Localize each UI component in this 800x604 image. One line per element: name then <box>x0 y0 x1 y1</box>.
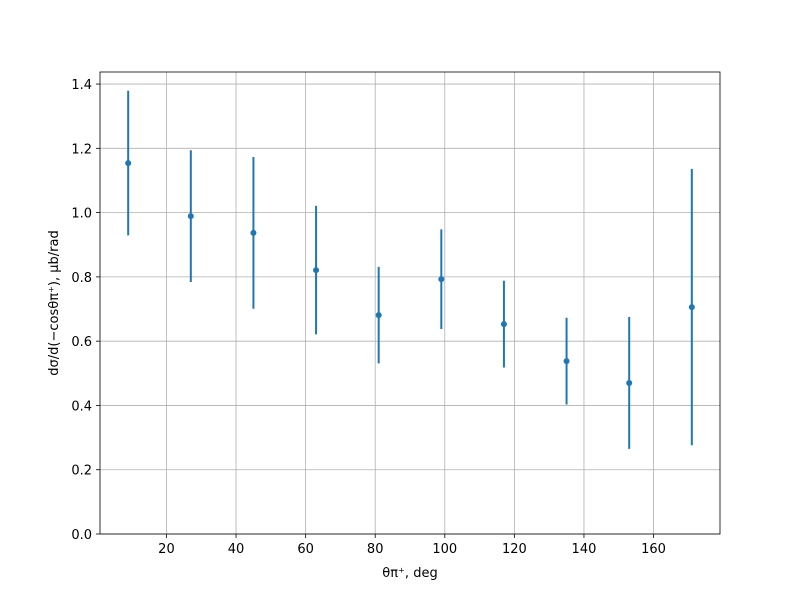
y-tick-label: 0.4 <box>71 399 92 414</box>
data-point <box>626 379 633 386</box>
x-tick-label: 160 <box>641 542 666 557</box>
y-tick-label: 0.2 <box>71 464 92 479</box>
x-tick-label: 20 <box>158 542 175 557</box>
data-point <box>375 312 382 319</box>
y-axis-label: dσ/d(−cosθπ⁺), μb/rad <box>47 230 62 375</box>
plot-frame <box>99 71 721 535</box>
y-tick-label: 0.0 <box>71 528 92 543</box>
y-tick-label: 1.4 <box>71 78 92 93</box>
data-point <box>438 276 445 283</box>
y-tick-label: 0.8 <box>71 271 92 286</box>
x-tick-label: 80 <box>367 542 384 557</box>
x-tick-label: 40 <box>228 542 245 557</box>
data-point <box>125 160 132 167</box>
data-point <box>313 267 320 274</box>
y-tick-label: 0.6 <box>71 335 92 350</box>
y-tick-label: 1.0 <box>71 207 92 222</box>
data-point <box>688 304 695 311</box>
x-tick-label: 100 <box>432 542 457 557</box>
x-tick-label: 60 <box>297 542 314 557</box>
data-point <box>500 321 507 328</box>
data-point <box>563 358 570 365</box>
data-point <box>187 213 194 220</box>
x-axis-label: θπ⁺, deg <box>382 566 437 581</box>
x-tick-label: 120 <box>502 542 527 557</box>
y-tick-label: 1.2 <box>71 142 92 157</box>
x-tick-label: 140 <box>572 542 597 557</box>
data-point <box>250 229 257 236</box>
